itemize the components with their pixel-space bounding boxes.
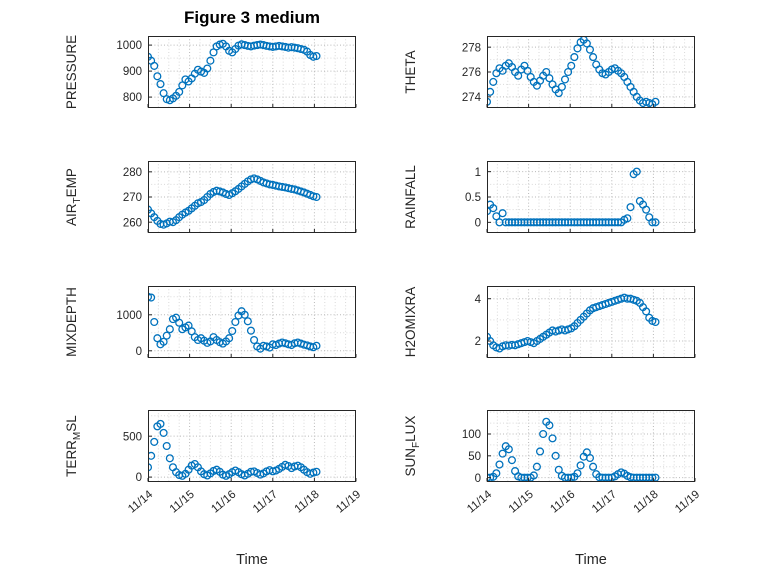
axes-border bbox=[148, 410, 356, 482]
svg-text:0.5: 0.5 bbox=[465, 192, 481, 204]
tick-marks bbox=[147, 171, 357, 233]
ylabel-terr-msl: TERRMSL bbox=[64, 415, 83, 477]
svg-text:278: 278 bbox=[462, 42, 481, 54]
scatter-points bbox=[148, 292, 321, 353]
tick-labels: 274 276 278 bbox=[462, 42, 482, 104]
svg-text:11/19: 11/19 bbox=[673, 488, 702, 515]
svg-text:11/18: 11/18 bbox=[632, 488, 661, 515]
subplot-pressure: 800 900 1000 PRESSURE bbox=[64, 35, 357, 109]
scatter-points bbox=[148, 419, 321, 480]
tick-marks bbox=[147, 435, 357, 482]
grid-lines bbox=[148, 286, 356, 358]
svg-text:1: 1 bbox=[475, 167, 481, 179]
axes-border bbox=[487, 286, 695, 358]
x-axis-label-left: Time bbox=[236, 552, 268, 568]
scatter-points bbox=[148, 174, 321, 229]
subplot-rainfall: 0 0.5 1 RAINFALL bbox=[403, 161, 696, 233]
x-axis-label-right: Time bbox=[575, 552, 607, 568]
ylabel-sun-flux: SUNFLUX bbox=[403, 415, 422, 477]
ylabel-rainfall: RAINFALL bbox=[403, 165, 418, 229]
axes-border bbox=[148, 36, 356, 108]
ylabel-theta: THETA bbox=[403, 50, 418, 94]
tick-marks bbox=[147, 314, 357, 358]
svg-text:11/19: 11/19 bbox=[334, 488, 363, 515]
tick-labels: 260 270 280 bbox=[123, 167, 142, 229]
svg-text:274: 274 bbox=[462, 92, 482, 104]
svg-text:260: 260 bbox=[123, 217, 142, 229]
svg-text:0: 0 bbox=[136, 346, 142, 358]
grid-lines bbox=[487, 161, 695, 233]
ylabel-pressure: PRESSURE bbox=[64, 34, 79, 110]
svg-text:11/15: 11/15 bbox=[507, 488, 536, 515]
tick-marks bbox=[486, 46, 696, 108]
plot-rainfall: 00.51 bbox=[465, 161, 696, 233]
svg-text:4: 4 bbox=[475, 294, 482, 306]
grid-lines bbox=[148, 410, 356, 482]
svg-text:11/14: 11/14 bbox=[126, 488, 156, 516]
tick-marks bbox=[486, 171, 696, 233]
svg-text:11/16: 11/16 bbox=[548, 488, 577, 515]
svg-text:11/17: 11/17 bbox=[251, 488, 280, 515]
svg-text:280: 280 bbox=[123, 167, 142, 179]
figure-title: Figure 3 medium bbox=[183, 8, 321, 27]
plot-sun-flux: 0 50 100 11/14 11/15 11/16 11/17 11/18 11/19 bbox=[462, 410, 702, 516]
svg-text:900: 900 bbox=[123, 66, 142, 78]
plot-mixdepth: 0 1000 bbox=[116, 286, 357, 358]
tick-marks bbox=[486, 433, 696, 482]
tick-labels: 800 900 1000 bbox=[116, 40, 142, 104]
subplot-mixdepth: 0 1000 MIXDEPTH bbox=[64, 286, 357, 358]
ylabel-h2omixra: H2OMIXRA bbox=[403, 286, 418, 358]
svg-text:270: 270 bbox=[123, 192, 142, 204]
tick-labels: 00.51 bbox=[465, 167, 481, 230]
subplot-theta: 274 276 278 THETA bbox=[403, 36, 696, 108]
svg-text:11/17: 11/17 bbox=[590, 488, 619, 515]
tick-labels: 24 bbox=[475, 294, 482, 348]
grid-lines bbox=[487, 36, 695, 108]
svg-text:500: 500 bbox=[123, 431, 142, 443]
svg-text:2: 2 bbox=[475, 336, 481, 348]
plot-pressure: 800 900 1000 bbox=[116, 36, 357, 108]
grid-lines bbox=[148, 36, 356, 108]
svg-text:1000: 1000 bbox=[116, 310, 142, 322]
svg-text:0: 0 bbox=[475, 473, 481, 485]
scatter-points bbox=[487, 167, 660, 227]
svg-text:11/16: 11/16 bbox=[209, 488, 238, 515]
scatter-points bbox=[487, 293, 660, 353]
plot-air-temp: 260 270 280 bbox=[123, 161, 357, 233]
tick-labels: 0 1000 bbox=[116, 310, 142, 358]
svg-text:11/18: 11/18 bbox=[293, 488, 322, 515]
scatter-points bbox=[148, 39, 321, 105]
svg-text:800: 800 bbox=[123, 92, 142, 104]
subplot-air-temp: 260 270 280 AIRTEMP bbox=[64, 161, 357, 233]
subplot-sun-flux: 0 50 100 11/14 11/15 11/16 11/17 11/18 11/19 SUNF… bbox=[403, 410, 702, 516]
subplot-terr-msl: 0 500 11/14 11/15 11/16 11/17 11/18 11/19 TERRMS… bbox=[64, 410, 363, 516]
axes-border bbox=[148, 286, 356, 358]
svg-text:1000: 1000 bbox=[116, 40, 142, 52]
subplot-h2omixra: 2 4 H2OMIXRA bbox=[403, 286, 696, 358]
tick-labels: 0 500 11/14 11/15 11/16 11/17 11/18 11/19 bbox=[123, 431, 363, 515]
plot-terr-msl: 0 500 11/14 11/15 11/16 11/17 11/18 11/19 bbox=[123, 410, 363, 516]
scatter-points bbox=[487, 36, 660, 108]
plot-h2omixra: 24 bbox=[475, 286, 696, 358]
plot-theta: 274 276 278 bbox=[462, 36, 696, 108]
svg-text:11/15: 11/15 bbox=[168, 488, 197, 515]
svg-text:50: 50 bbox=[468, 451, 481, 463]
ylabel-mixdepth: MIXDEPTH bbox=[64, 287, 79, 357]
tick-marks bbox=[486, 298, 696, 358]
svg-text:100: 100 bbox=[462, 429, 481, 441]
tick-marks bbox=[147, 44, 357, 108]
svg-text:0: 0 bbox=[475, 217, 481, 229]
svg-text:11/14: 11/14 bbox=[465, 488, 495, 516]
grid-lines bbox=[487, 410, 695, 482]
svg-text:276: 276 bbox=[462, 67, 481, 79]
svg-text:0: 0 bbox=[136, 472, 142, 484]
ylabel-air-temp: AIRTEMP bbox=[64, 168, 83, 226]
axes-border bbox=[487, 410, 695, 482]
